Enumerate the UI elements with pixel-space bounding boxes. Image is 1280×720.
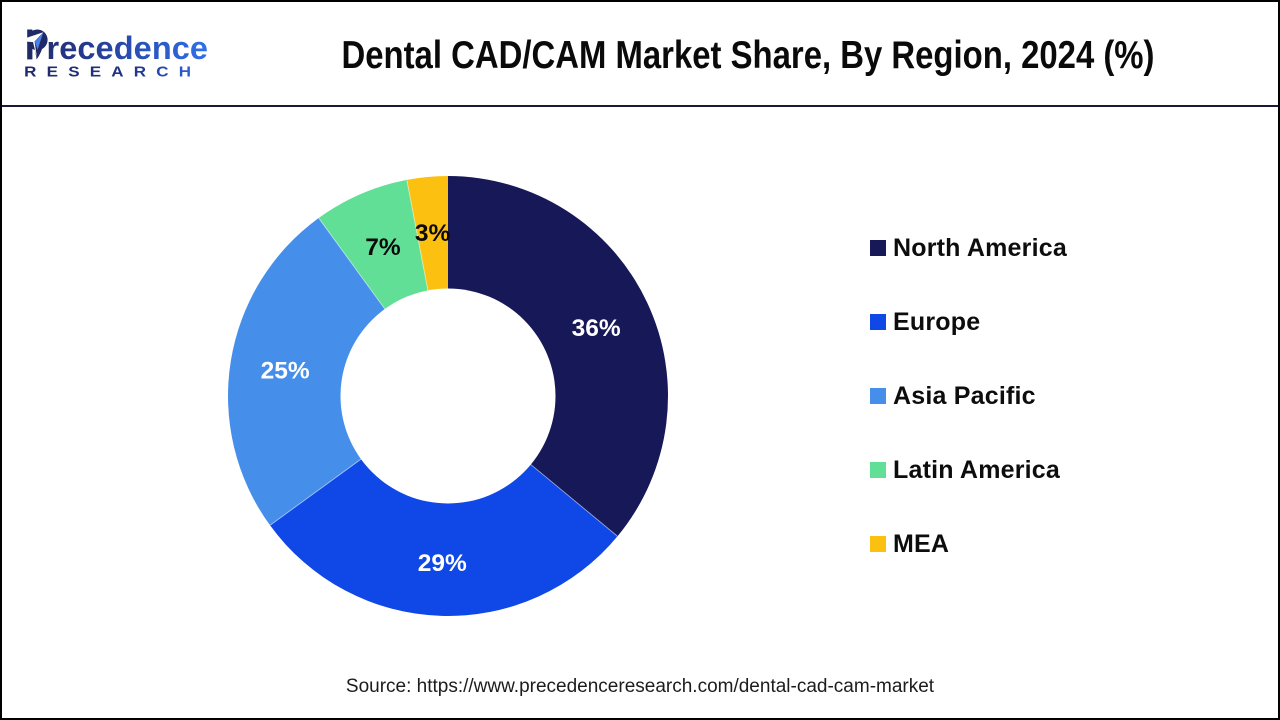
svg-text:25%: 25% bbox=[261, 357, 310, 384]
svg-text:RESEARCH: RESEARCH bbox=[24, 64, 201, 81]
svg-text:29%: 29% bbox=[418, 550, 467, 577]
svg-text:recedence: recedence bbox=[47, 30, 209, 66]
svg-text:7%: 7% bbox=[365, 233, 401, 260]
svg-text:3%: 3% bbox=[415, 220, 451, 247]
svg-text:36%: 36% bbox=[572, 315, 621, 342]
